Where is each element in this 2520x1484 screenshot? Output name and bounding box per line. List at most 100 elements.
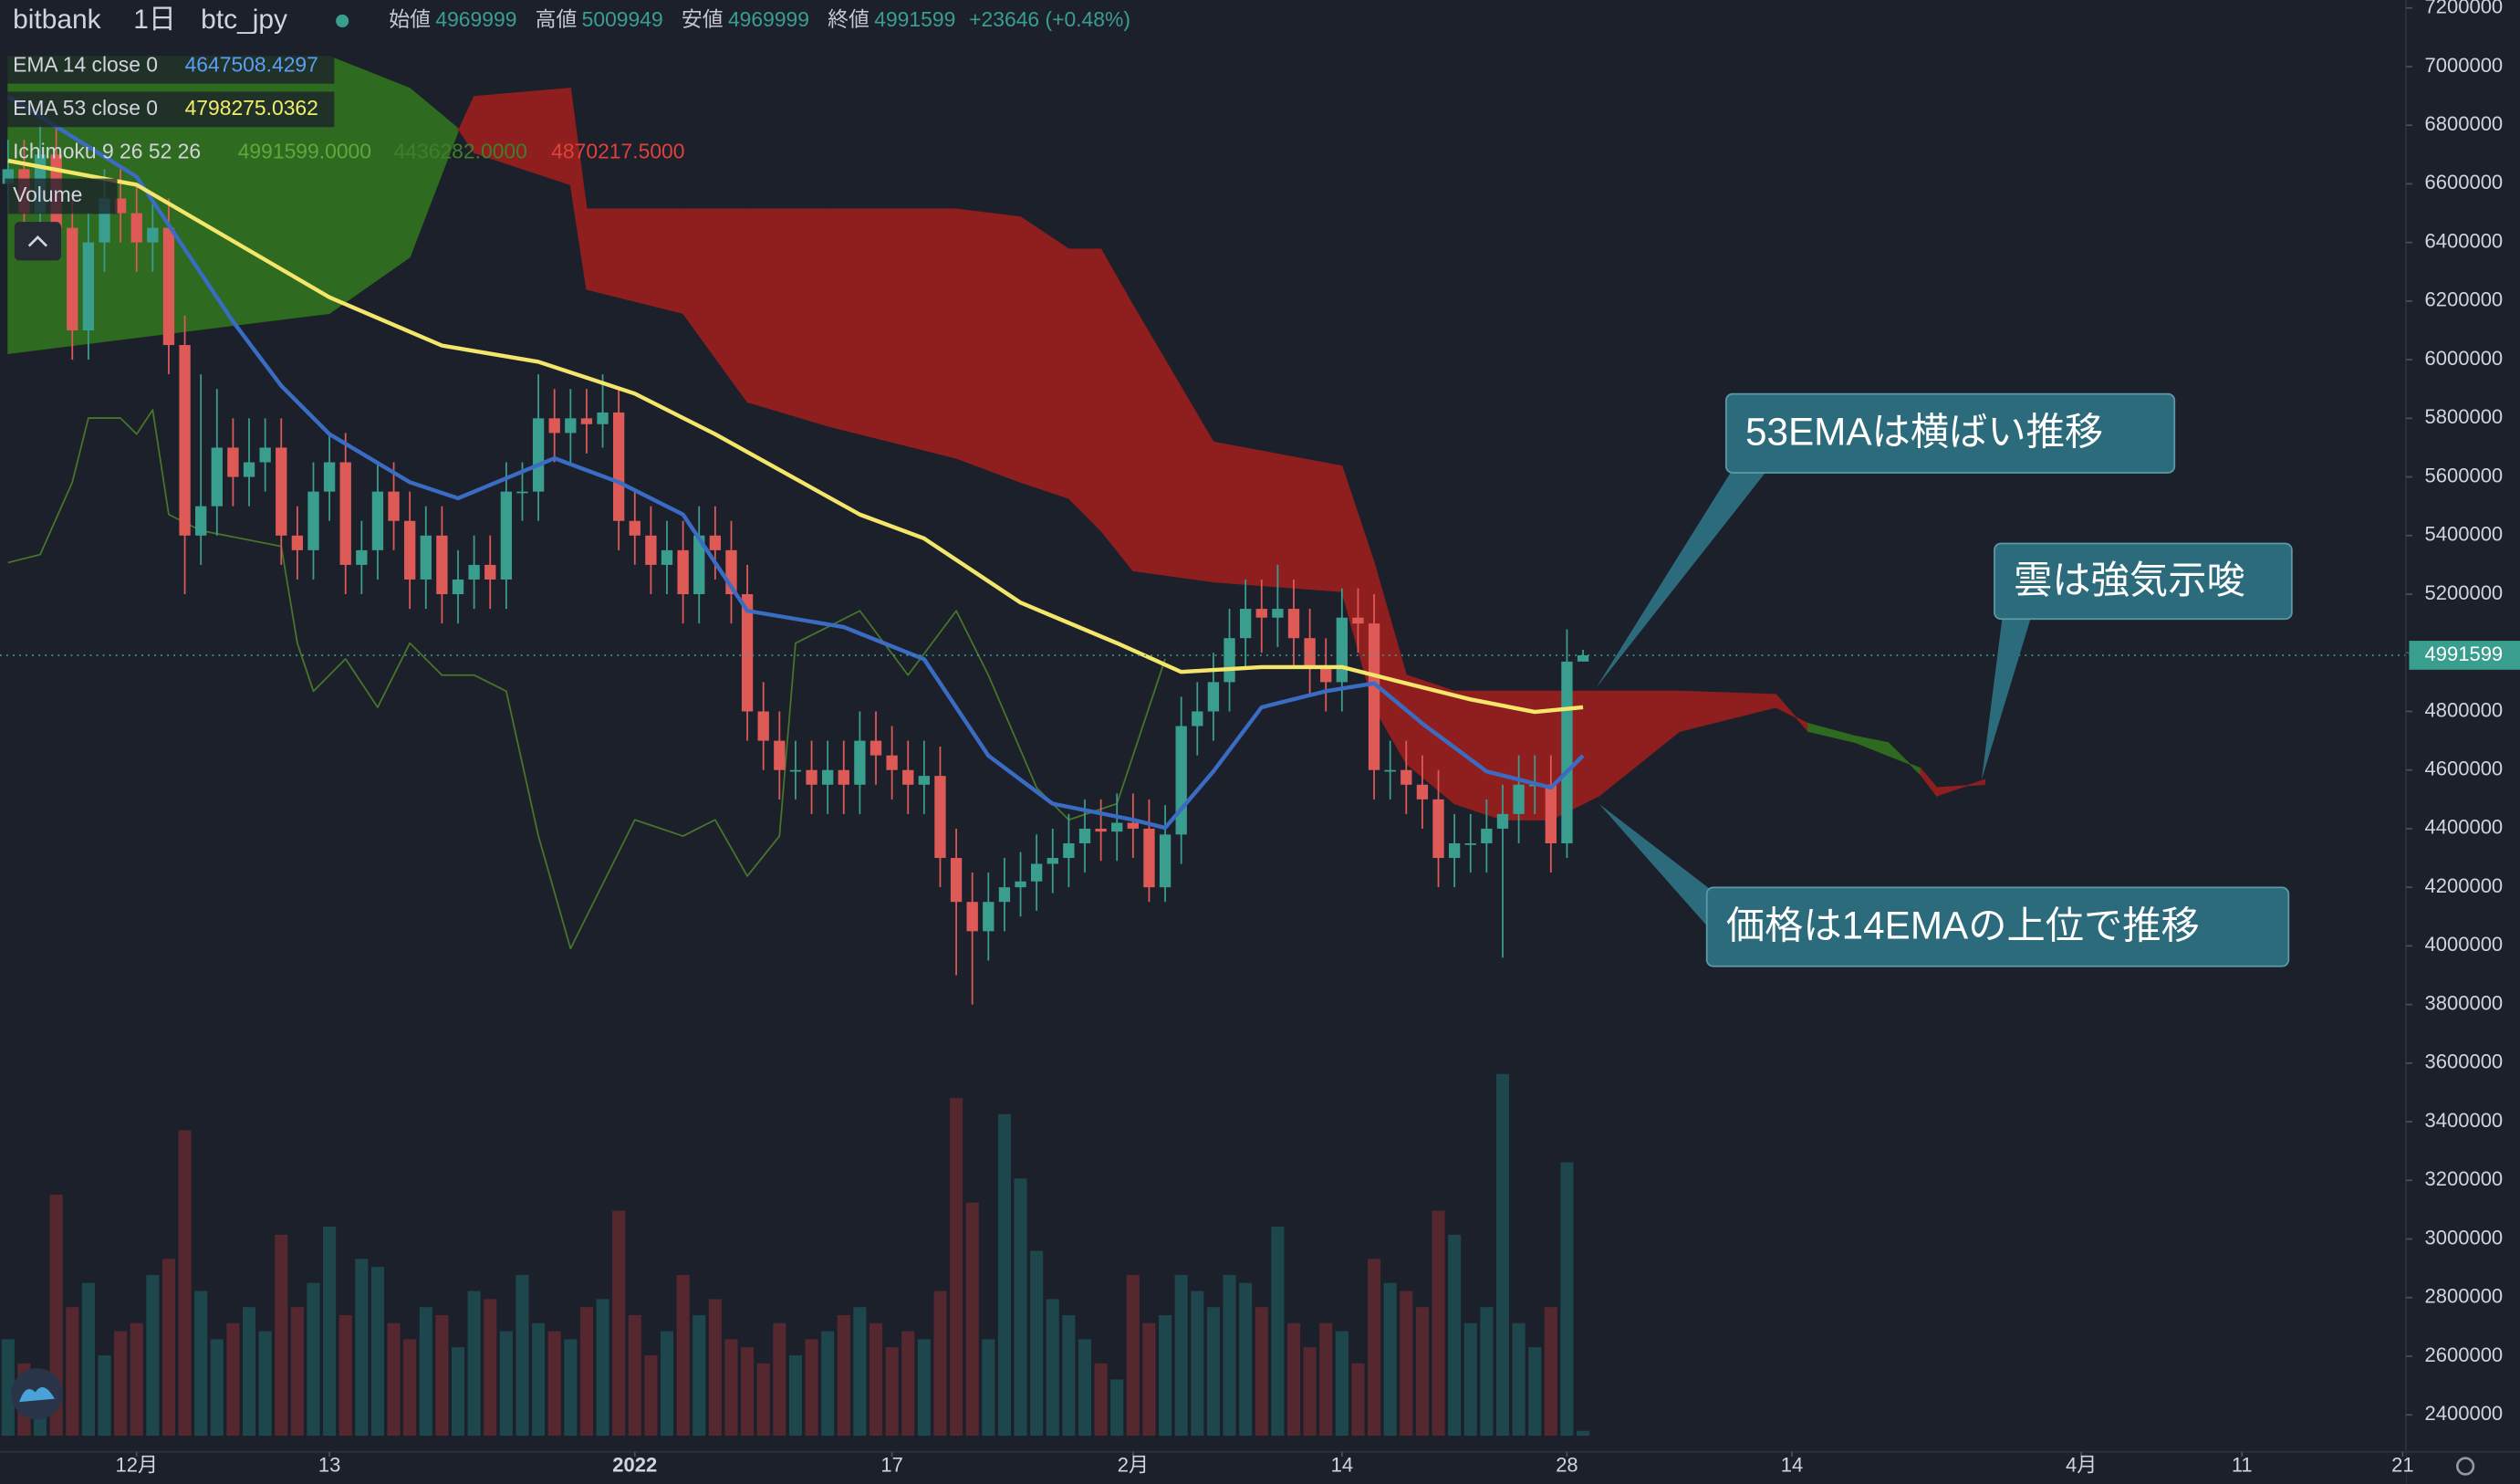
volume-bar [692, 1314, 706, 1437]
candle-body [983, 902, 994, 932]
volume-bar [98, 1355, 111, 1437]
y-tick-label: 3800000 [2425, 991, 2504, 1014]
last-price-label: 4991599 [2425, 643, 2504, 665]
candle-body [1496, 813, 1509, 829]
volume-bar [338, 1314, 352, 1437]
candle-body [757, 711, 769, 741]
callout-box [1994, 542, 2293, 621]
volume-bar [724, 1339, 738, 1437]
volume-bar [1319, 1322, 1333, 1437]
candle-body [806, 769, 817, 785]
candle-body [1207, 682, 1220, 712]
callout-box [1705, 886, 2290, 967]
volume-bar [1512, 1322, 1526, 1437]
volume-bar [1030, 1250, 1044, 1437]
y-tick-label: 4000000 [2425, 933, 2504, 956]
y-tick-label: 6400000 [2425, 229, 2504, 252]
volume-bar [1544, 1307, 1557, 1437]
volume-bar [114, 1331, 128, 1437]
candle-body [645, 535, 657, 565]
candle-body [1432, 799, 1444, 859]
candle-body [420, 535, 432, 580]
volume-bar [1110, 1379, 1124, 1437]
candle-body [484, 564, 496, 580]
volume-bar [547, 1331, 561, 1437]
legend-row-bg [5, 91, 335, 128]
volume-bar [1271, 1227, 1285, 1437]
candle-body [677, 549, 689, 595]
volume-bar [1528, 1347, 1542, 1437]
candle-body [1336, 617, 1349, 683]
candle-body [1127, 822, 1140, 829]
exchange: bitbank [13, 5, 102, 35]
y-tick-label: 6000000 [2425, 347, 2504, 370]
volume-bar [307, 1282, 320, 1437]
volume-bar [1046, 1299, 1059, 1437]
cloud-segment [955, 208, 1022, 484]
y-tick-label: 3000000 [2425, 1226, 2504, 1249]
volume-bar [1239, 1282, 1253, 1437]
candle-body [1063, 843, 1075, 859]
candle-body [1481, 828, 1493, 844]
candle-body [1159, 834, 1171, 888]
y-tick-label: 6200000 [2425, 288, 2504, 311]
candle-body [404, 520, 416, 580]
candle-body [339, 462, 351, 565]
candle-body [1401, 769, 1412, 785]
candle-body [276, 447, 287, 536]
interval: 1日 [133, 5, 176, 35]
collapse-button[interactable] [14, 222, 61, 261]
button-bg[interactable] [14, 222, 61, 261]
volume-bar [1560, 1162, 1574, 1437]
candle-body [870, 740, 882, 756]
settings-button[interactable] [2455, 1457, 2475, 1476]
candle-body [1078, 828, 1091, 844]
volume-bar [628, 1314, 641, 1437]
x-tick-label: 2022 [612, 1453, 657, 1476]
volume-bar [1014, 1178, 1027, 1437]
x-tick-label: 2月 [1118, 1453, 1149, 1476]
gear-icon[interactable] [2455, 1457, 2475, 1476]
candle-body [388, 491, 400, 521]
logo-mark[interactable] [19, 1386, 55, 1403]
candle-body [307, 491, 319, 550]
volume-bar [965, 1202, 979, 1437]
legend-value: 4436282.0000 [394, 139, 527, 162]
chevron-icon[interactable] [27, 235, 48, 247]
volume-bar [1480, 1307, 1494, 1437]
volume-bar [950, 1098, 963, 1437]
change: +23646 (+0.48%) [969, 7, 1130, 31]
volume-bar [933, 1291, 947, 1437]
volume-bar [1142, 1322, 1156, 1437]
volume-bar [741, 1347, 755, 1437]
lagging-span [7, 409, 1166, 950]
y-tick-label: 5200000 [2425, 581, 2504, 604]
logo[interactable] [11, 1368, 63, 1420]
volume-bar [612, 1210, 626, 1437]
volume-bar [1078, 1339, 1092, 1437]
x-tick-label: 14 [1781, 1453, 1803, 1476]
candle-body [1287, 609, 1300, 639]
legend-value: 4991599.0000 [238, 139, 371, 162]
volume-bar [1126, 1274, 1140, 1437]
volume-bar [1368, 1259, 1381, 1437]
symbol: btc_jpy [201, 5, 287, 35]
candle-body [934, 776, 946, 859]
candle-body [1015, 881, 1026, 888]
volume-bar [1062, 1314, 1076, 1437]
volume-bar [1206, 1307, 1220, 1437]
candle-body [356, 549, 368, 565]
candle-body [741, 594, 754, 712]
candle-body [629, 520, 640, 536]
volume-bar [579, 1307, 593, 1437]
ohlc-label: 始値 [389, 7, 431, 31]
candle-body [1384, 769, 1396, 772]
volume-bar [290, 1307, 304, 1437]
x-tick-label: 21 [2391, 1453, 2413, 1476]
candle-body [1239, 609, 1252, 639]
candle-body [532, 418, 545, 492]
ema-line [7, 158, 1584, 715]
candle-body [709, 535, 722, 550]
y-tick-label: 4800000 [2425, 698, 2504, 721]
